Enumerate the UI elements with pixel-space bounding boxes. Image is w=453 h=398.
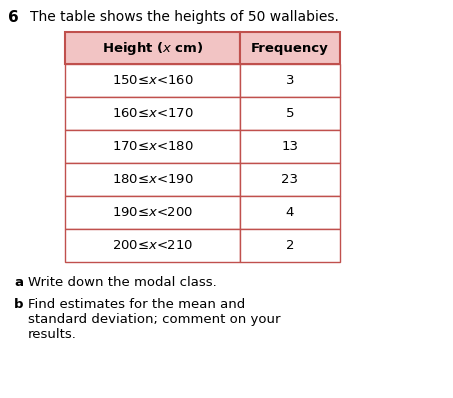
Text: The table shows the heights of 50 wallabies.: The table shows the heights of 50 wallab… xyxy=(30,10,339,24)
Text: 150≤$x$<160: 150≤$x$<160 xyxy=(111,74,193,87)
Text: 13: 13 xyxy=(281,140,299,153)
Text: 200≤$x$<210: 200≤$x$<210 xyxy=(112,239,193,252)
Text: 180≤$x$<190: 180≤$x$<190 xyxy=(111,173,193,186)
Bar xyxy=(65,196,240,229)
Text: 4: 4 xyxy=(286,206,294,219)
Text: a: a xyxy=(14,276,23,289)
Bar xyxy=(65,32,240,64)
Text: b: b xyxy=(14,298,24,311)
Bar xyxy=(65,130,240,163)
Text: 190≤$x$<200: 190≤$x$<200 xyxy=(112,206,193,219)
Text: Find estimates for the mean and
standard deviation; comment on your
results.: Find estimates for the mean and standard… xyxy=(28,298,280,341)
Text: 160≤$x$<170: 160≤$x$<170 xyxy=(111,107,193,120)
Text: 3: 3 xyxy=(286,74,294,87)
Bar xyxy=(240,196,340,229)
Text: Write down the modal class.: Write down the modal class. xyxy=(28,276,217,289)
Bar xyxy=(240,229,340,262)
Text: Frequency: Frequency xyxy=(251,41,329,55)
Bar xyxy=(240,64,340,97)
Text: Height ($\bf\mathit{x}$ cm): Height ($\bf\mathit{x}$ cm) xyxy=(101,39,203,57)
Text: 5: 5 xyxy=(286,107,294,120)
Text: 170≤$x$<180: 170≤$x$<180 xyxy=(111,140,193,153)
Bar xyxy=(240,32,340,64)
Bar xyxy=(65,229,240,262)
Bar xyxy=(65,97,240,130)
Bar xyxy=(65,64,240,97)
Text: 2: 2 xyxy=(286,239,294,252)
Bar xyxy=(240,97,340,130)
Bar xyxy=(240,163,340,196)
Bar xyxy=(240,130,340,163)
Text: 23: 23 xyxy=(281,173,299,186)
Bar xyxy=(65,163,240,196)
Text: 6: 6 xyxy=(8,10,19,25)
